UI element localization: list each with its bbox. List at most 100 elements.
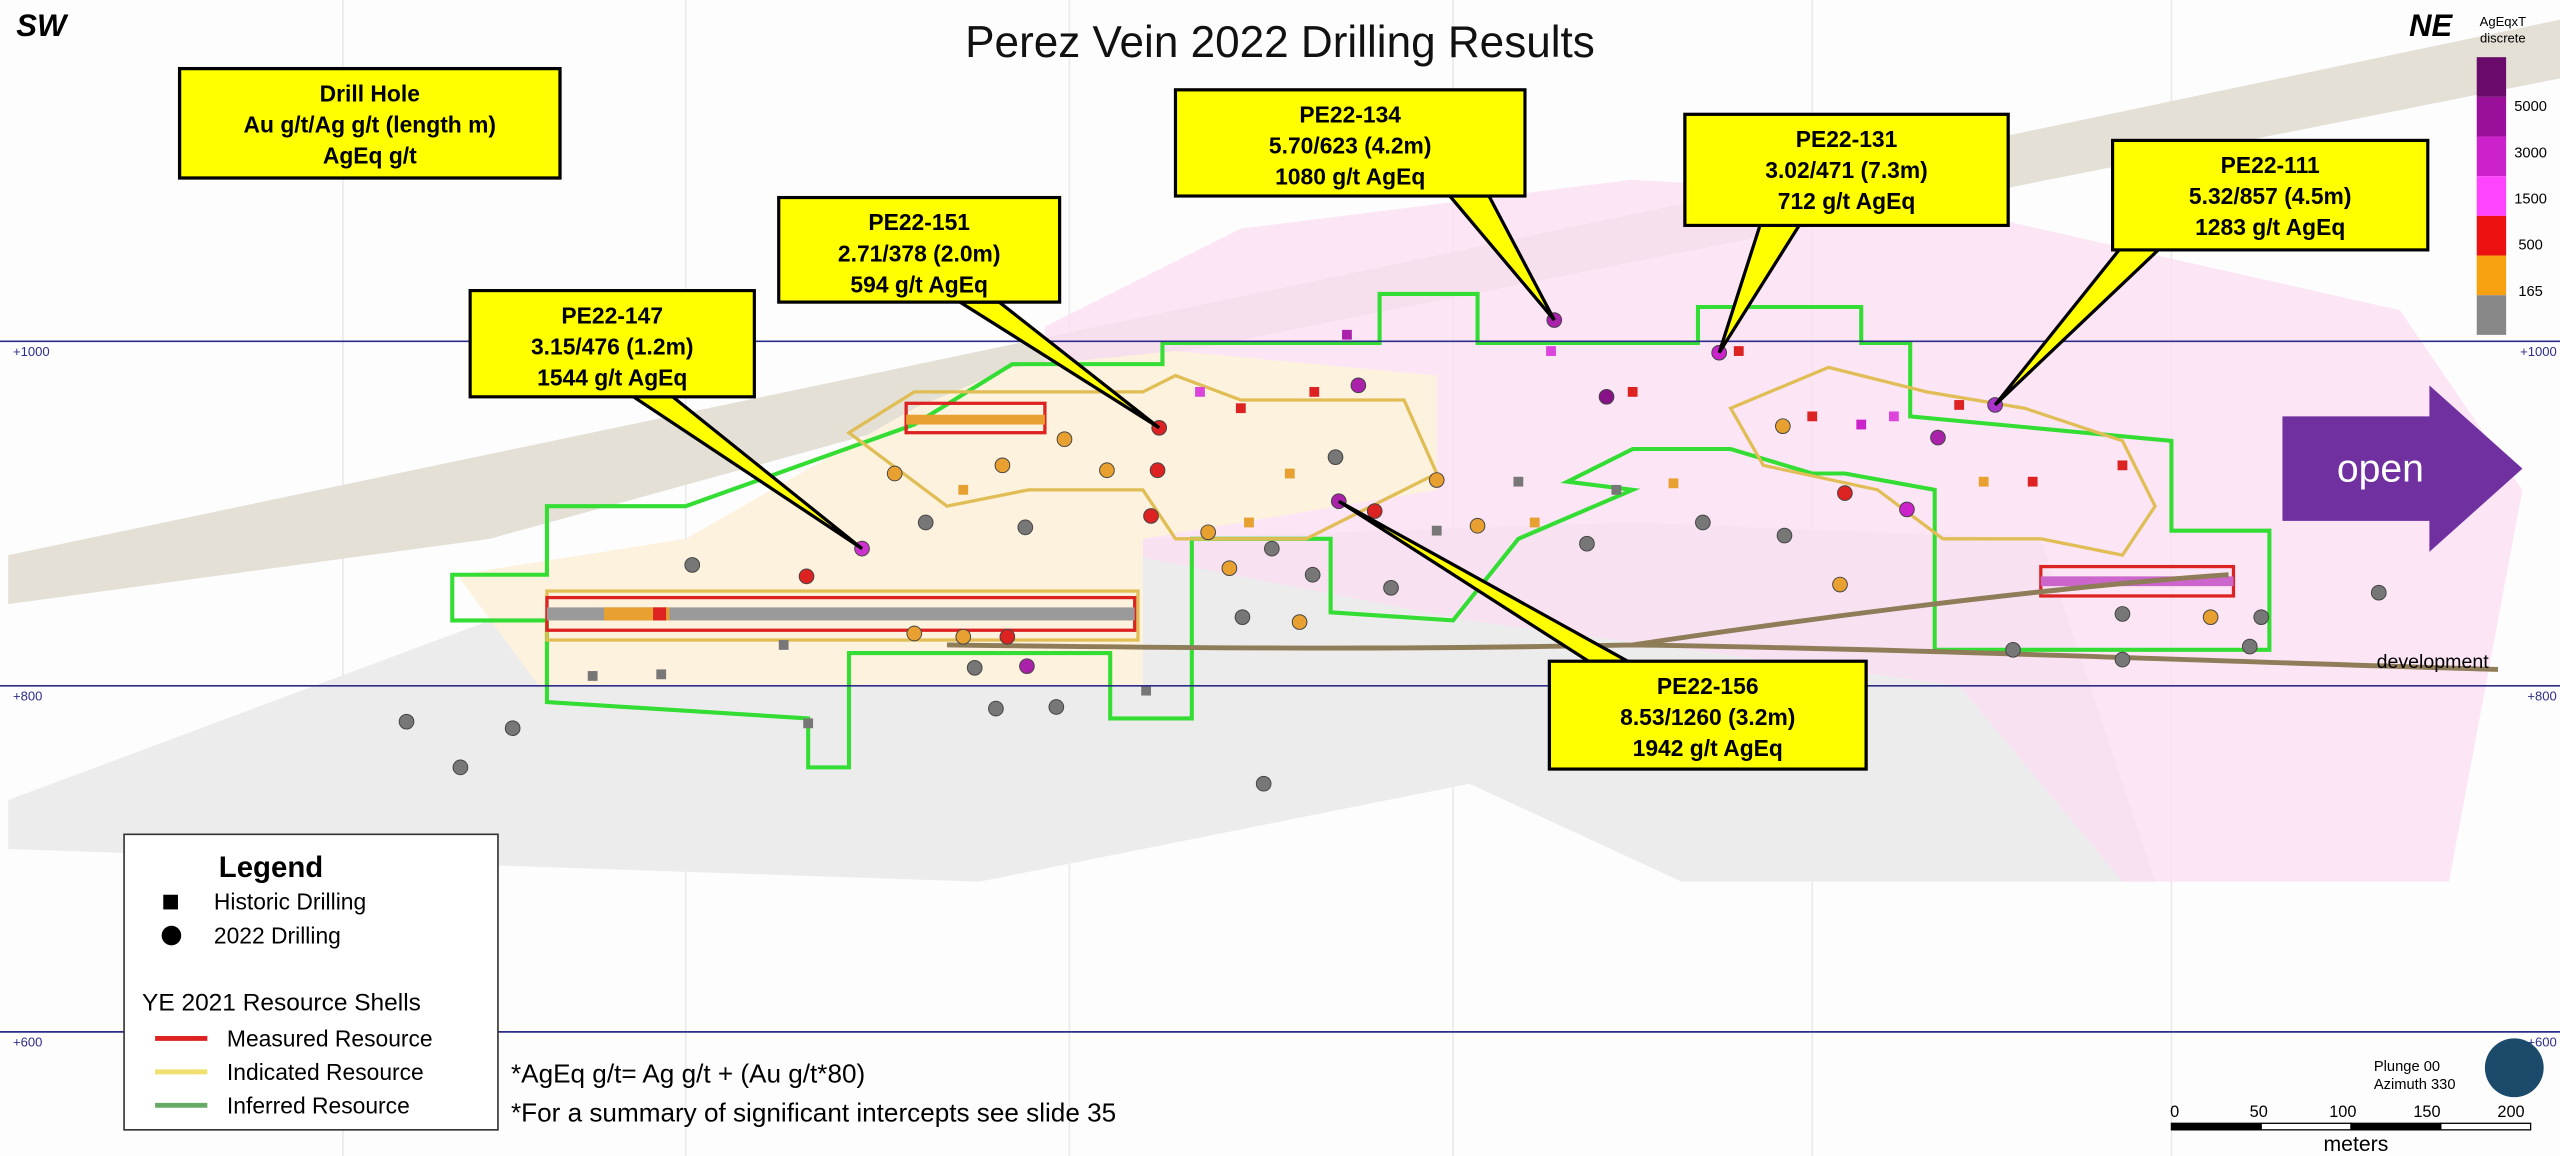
historic-hole (1733, 346, 1744, 356)
drill-hole (1056, 431, 1073, 448)
callout-text: 3.02/471 (7.3m) (1765, 157, 1928, 183)
historic-hole (778, 640, 789, 650)
scale-swatch (2476, 57, 2507, 97)
key-box (177, 66, 562, 180)
indicated-outline (1728, 365, 2157, 557)
historic-hole (1141, 685, 1152, 696)
legend-text: Inferred Resource (227, 1093, 410, 1119)
callout-text: AgEq g/t (323, 142, 417, 168)
callout-text: 1283 g/t AgEq (2195, 214, 2345, 240)
historic-hole (1244, 517, 1254, 528)
callout-text: 1080 g/t AgEq (1275, 164, 1425, 190)
development-drift (946, 572, 2499, 672)
callout-text: Drill Hole (320, 80, 420, 106)
drill-hole (1428, 472, 1445, 488)
drill-hole (1149, 462, 1166, 479)
arrow-label: open (2337, 448, 2424, 491)
historic-hole (1431, 525, 1442, 536)
drill-hole (1019, 658, 1035, 674)
drill-hole (955, 628, 972, 645)
drill-hole (1837, 485, 1853, 501)
open-arrow (2282, 385, 2523, 552)
corner-label: NE (2409, 8, 2453, 43)
scale-title: AgEqxT (2480, 14, 2526, 29)
drill-hole (504, 720, 521, 737)
drill-hole (2202, 609, 2219, 626)
callout-text: Au g/t/Ag g/t (length m) (244, 111, 496, 137)
scale-bar-unit: meters (2323, 1133, 2388, 1156)
elevation-label: +600 (13, 1035, 42, 1050)
drill-hole (1304, 566, 1321, 583)
scale-swatch (2476, 96, 2507, 137)
indicated-outline (846, 373, 1439, 541)
drill-hole (1776, 527, 1793, 544)
legend-box (123, 833, 499, 1131)
legend-text: 2022 Drilling (214, 923, 341, 949)
elevation-label: +1000 (2520, 344, 2557, 359)
callout-text: 5.32/857 (4.5m) (2189, 183, 2352, 209)
historic-hole (2027, 476, 2038, 487)
drill-hole (886, 465, 903, 482)
callout-text: 712 g/t AgEq (1778, 188, 1916, 214)
elevation-label: +800 (13, 688, 42, 703)
callout-text: 2.71/378 (2.0m) (838, 240, 1001, 266)
scale-bar-label: 200 (2497, 1103, 2524, 1121)
historic-hole (1668, 478, 1679, 489)
note: *AgEq g/t= Ag g/t + (Au g/t*80) (511, 1058, 865, 1088)
historic-hole (1978, 476, 1989, 487)
drill-hole (1143, 508, 1159, 524)
scale-segment (2170, 1122, 2262, 1131)
callout-text: PE22-147 (561, 302, 663, 328)
drill-hole (2114, 651, 2131, 668)
drill-hole (1327, 449, 1344, 466)
drill-hole (2241, 638, 2258, 655)
historic-hole (1309, 386, 1320, 397)
callout-text: 5.70/623 (4.2m) (1269, 133, 1432, 159)
drill-hole (452, 759, 469, 776)
legend-text: Indicated Resource (227, 1059, 424, 1085)
callout-cover (780, 199, 1058, 301)
drill-hole (1200, 524, 1216, 541)
drill-hole (994, 457, 1011, 474)
legend-subtitle: YE 2021 Resource Shells (142, 990, 421, 1017)
scale-title: discrete (2480, 30, 2526, 45)
drill-hole (917, 514, 934, 531)
drill-hole (1017, 519, 1034, 536)
historic-hole (1529, 517, 1540, 528)
historic-hole (1807, 411, 1818, 422)
legend-title: Legend (219, 851, 323, 884)
scale-bar-label: 50 (2250, 1103, 2268, 1121)
historic-hole (1546, 346, 1556, 356)
scale-bar-label: 0 (2170, 1103, 2179, 1121)
drill-hole (2114, 606, 2131, 622)
historic-hole (1195, 386, 1205, 397)
historic-hole (1627, 386, 1638, 397)
drill-hole (1366, 503, 1383, 519)
orientation: Plunge 00 (2374, 1059, 2440, 1075)
drill-hole (1930, 429, 1946, 446)
low-grade-shell (457, 351, 1437, 686)
drill-hole (2005, 642, 2021, 658)
historic-hole (1888, 411, 1899, 422)
scale-label: 500 (2518, 238, 2543, 254)
drill-hole (906, 625, 923, 642)
historic-hole (1235, 403, 1246, 414)
historic-hole (656, 669, 667, 680)
drill-hole (2370, 584, 2387, 601)
callout-text: 1942 g/t AgEq (1633, 735, 1783, 761)
note: *For a summary of significant intercepts… (511, 1098, 1116, 1128)
logo (2484, 1038, 2544, 1098)
callout-text: PE22-156 (1657, 673, 1759, 699)
callout-text: PE22-111 (2221, 152, 2320, 178)
callout-text: PE22-134 (1299, 101, 1401, 127)
elevation-label: +1000 (13, 344, 50, 359)
callout-text: 8.53/1260 (3.2m) (1620, 704, 1795, 730)
drill-hole (1234, 609, 1251, 626)
scale-bar-label: 100 (2329, 1103, 2356, 1121)
drill-points (398, 312, 2387, 792)
historic-hole (1856, 419, 1867, 430)
development-label: development (2377, 651, 2490, 673)
scale-swatch (2476, 255, 2507, 296)
callout-cover (1177, 91, 1524, 195)
drill-hole (988, 700, 1004, 717)
